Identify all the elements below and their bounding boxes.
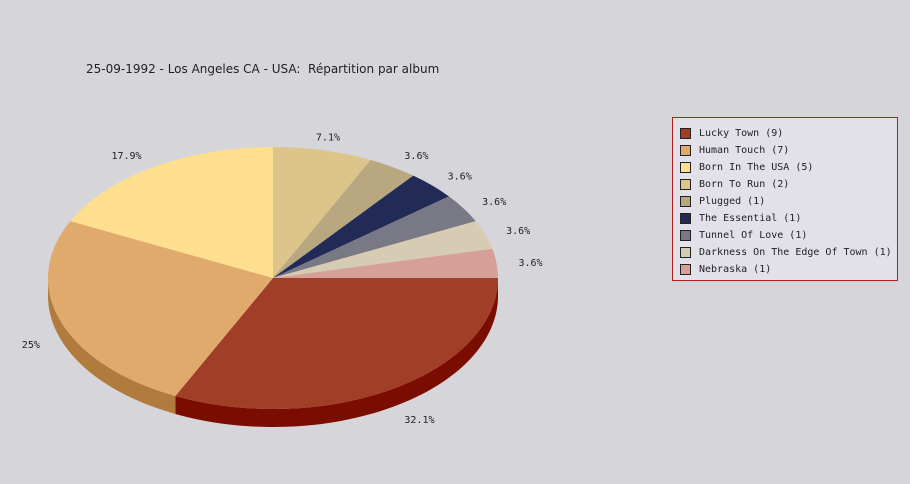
legend-swatch-7: [680, 247, 691, 258]
legend-swatch-6: [680, 230, 691, 241]
legend-swatch-0: [680, 128, 691, 139]
pie-side-1: [48, 278, 176, 415]
pie-slice-0: [175, 278, 498, 409]
legend-label-1: Human Touch (7): [699, 145, 790, 156]
slice-percent-label-4: 3.6%: [404, 151, 428, 162]
legend-item-5: The Essential (1): [680, 210, 897, 227]
legend-item-0: Lucky Town (9): [680, 125, 897, 142]
pie-slice-8: [273, 248, 498, 278]
legend-item-7: Darkness On The Edge Of Town (1): [680, 244, 897, 261]
slice-percent-label-5: 3.6%: [448, 171, 472, 182]
pie-slice-4: [273, 159, 414, 278]
legend-label-3: Born To Run (2): [699, 179, 790, 190]
legend-label-5: The Essential (1): [699, 213, 802, 224]
legend-swatch-2: [680, 162, 691, 173]
legend-item-3: Born To Run (2): [680, 176, 897, 193]
legend-label-7: Darkness On The Edge Of Town (1): [699, 247, 892, 258]
legend-swatch-5: [680, 213, 691, 224]
pie-slice-2: [70, 147, 273, 278]
pie-slice-5: [273, 175, 449, 278]
slice-percent-label-7: 3.6%: [506, 226, 530, 237]
legend-label-4: Plugged (1): [699, 196, 766, 207]
legend-label-6: Tunnel Of Love (1): [699, 230, 808, 241]
legend-item-1: Human Touch (7): [680, 142, 897, 159]
pie-side-0: [175, 278, 498, 427]
slice-percent-label-6: 3.6%: [482, 197, 506, 208]
legend-swatch-8: [680, 264, 691, 275]
slice-percent-label-2: 17.9%: [111, 151, 141, 162]
pie-slice-6: [273, 196, 476, 278]
legend: Lucky Town (9) Human Touch (7) Born In The…: [672, 117, 898, 281]
slice-percent-label-0: 32.1%: [404, 415, 434, 426]
legend-swatch-3: [680, 179, 691, 190]
legend-item-4: Plugged (1): [680, 193, 897, 210]
legend-label-8: Nebraska (1): [699, 264, 772, 275]
legend-item-8: Nebraska (1): [680, 261, 897, 278]
slice-percent-label-8: 3.6%: [518, 258, 542, 269]
pie-slice-3: [273, 147, 371, 278]
legend-label-2: Born In The USA (5): [699, 162, 814, 173]
legend-item-2: Born In The USA (5): [680, 159, 897, 176]
legend-item-6: Tunnel Of Love (1): [680, 227, 897, 244]
legend-swatch-4: [680, 196, 691, 207]
legend-swatch-1: [680, 145, 691, 156]
pie-slice-7: [273, 221, 493, 278]
chart-title: 25-09-1992 - Los Angeles CA - USA: Répar…: [86, 62, 440, 76]
slice-percent-label-3: 7.1%: [316, 133, 340, 144]
legend-label-0: Lucky Town (9): [699, 128, 784, 139]
slice-percent-label-1: 25%: [22, 340, 40, 351]
pie-slice-1: [48, 221, 274, 397]
